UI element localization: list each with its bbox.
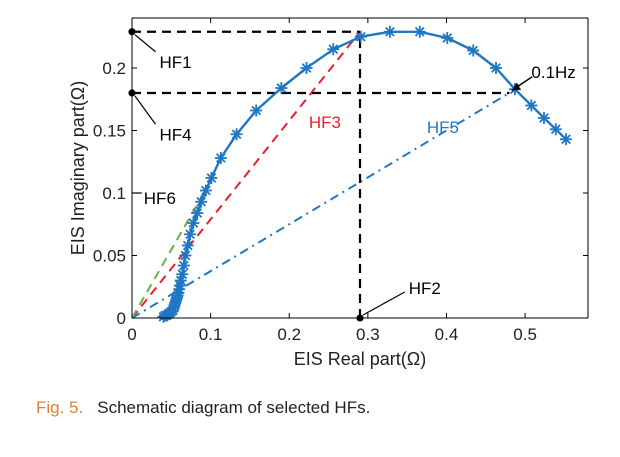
asterisk-stroke (251, 105, 262, 116)
annotation-01hz: 0.1Hz (531, 63, 575, 82)
line-hf3 (131, 31, 361, 319)
line-hf6 (131, 186, 209, 319)
hf-points-layer (128, 28, 364, 322)
asterisk-stroke (180, 250, 191, 261)
hz-arrow-head (511, 82, 521, 91)
x-tick-label: 0.2 (277, 325, 301, 344)
asterisk-stroke (192, 208, 203, 218)
annotation-hf2: HF2 (409, 279, 441, 298)
eis-data-point (214, 152, 227, 164)
asterisk-stroke (201, 185, 211, 196)
asterisk-stroke (442, 33, 453, 43)
eis-data-point (467, 44, 480, 57)
asterisk-stroke (231, 129, 242, 140)
eis-data-point (191, 207, 204, 219)
eis-data-point (537, 112, 550, 124)
asterisk-stroke (328, 44, 339, 55)
eis-data-point (181, 239, 194, 252)
asterisk-stroke (196, 196, 207, 207)
annotations-layer: HF1 HF4 HF3 HF5 HF6 HF2 0.1Hz (132, 34, 576, 316)
annotation-leader (362, 291, 406, 316)
x-axis-label: EIS Real part(Ω) (294, 349, 427, 369)
y-tick-label: 0 (117, 309, 126, 328)
guide-lines-layer (132, 30, 510, 318)
eis-data-point (250, 104, 263, 117)
eis-data-point (176, 268, 189, 281)
hf-point-2 (128, 89, 136, 97)
asterisk-stroke (179, 260, 189, 271)
eis-data-point (559, 133, 572, 146)
eis-data-point (179, 249, 192, 262)
eis-data-point (199, 184, 212, 197)
eis-data-point (327, 43, 340, 56)
eis-data-point (490, 62, 503, 74)
x-tick-label: 0.1 (199, 325, 223, 344)
hf-point-1 (128, 28, 136, 36)
annotation-hf3: HF3 (309, 113, 341, 132)
hf-lines-layer (131, 31, 510, 319)
asterisk-stroke (301, 63, 312, 73)
x-tick-label: 0 (127, 325, 136, 344)
y-tick-label: 0.2 (102, 59, 126, 78)
eis-data-point (354, 30, 367, 43)
caption-label: Fig. 5. (36, 398, 84, 417)
annotation-hf5: HF5 (427, 118, 459, 137)
x-tick-label: 0.3 (356, 325, 380, 344)
caption-text: Schematic diagram of selected HFs. (97, 398, 371, 417)
asterisk-stroke (175, 275, 186, 286)
asterisk-stroke (215, 153, 226, 163)
eis-data-point (205, 172, 218, 184)
eis-series-layer (157, 25, 572, 323)
annotation-leader (134, 34, 156, 53)
annotation-hf1: HF1 (160, 53, 192, 72)
eis-data-point (187, 217, 200, 229)
eis-nyquist-chart: 0 0.1 0.2 0.3 0.4 0.5 0 0.05 0.1 0.15 0.2 EIS Real … (0, 0, 620, 380)
annotation-leader (134, 95, 157, 125)
asterisk-stroke (539, 113, 549, 123)
eis-data-point (195, 195, 208, 208)
asterisk-stroke (561, 134, 571, 145)
eis-data-point (441, 32, 454, 44)
asterisk-stroke (491, 63, 501, 73)
y-tick-label: 0.05 (93, 247, 126, 266)
asterisk-stroke (468, 45, 479, 56)
x-tick-label: 0.5 (513, 325, 537, 344)
y-tick-label: 0.1 (102, 184, 126, 203)
asterisk-stroke (185, 229, 196, 240)
eis-data-point (300, 62, 313, 74)
annotation-hf4: HF4 (160, 125, 192, 144)
eis-data-point (525, 99, 538, 112)
asterisk-stroke (188, 218, 199, 228)
eis-data-point (230, 128, 243, 141)
asterisk-stroke (355, 31, 366, 42)
x-tick-label: 0.4 (435, 325, 459, 344)
eis-data-point (549, 123, 562, 136)
asterisk-stroke (182, 240, 193, 251)
plot-background (0, 0, 620, 380)
figure-caption: Fig. 5. Schematic diagram of selected HFs… (36, 398, 370, 418)
hf-point-3 (356, 314, 364, 322)
asterisk-stroke (550, 124, 561, 135)
asterisk-stroke (177, 269, 188, 280)
eis-data-point (413, 25, 426, 38)
eis-data-point (383, 25, 396, 38)
asterisk-stroke (414, 26, 425, 37)
asterisk-stroke (526, 100, 537, 111)
eis-data-point (275, 82, 288, 94)
y-tick-label: 0.15 (93, 122, 126, 141)
asterisk-stroke (384, 26, 395, 37)
eis-data-point (177, 259, 190, 272)
asterisk-stroke (206, 173, 217, 183)
annotation-hf6: HF6 (144, 189, 176, 208)
eis-data-point (184, 228, 197, 241)
y-axis-label: EIS Imaginary part(Ω) (68, 81, 88, 256)
asterisk-stroke (276, 83, 287, 93)
